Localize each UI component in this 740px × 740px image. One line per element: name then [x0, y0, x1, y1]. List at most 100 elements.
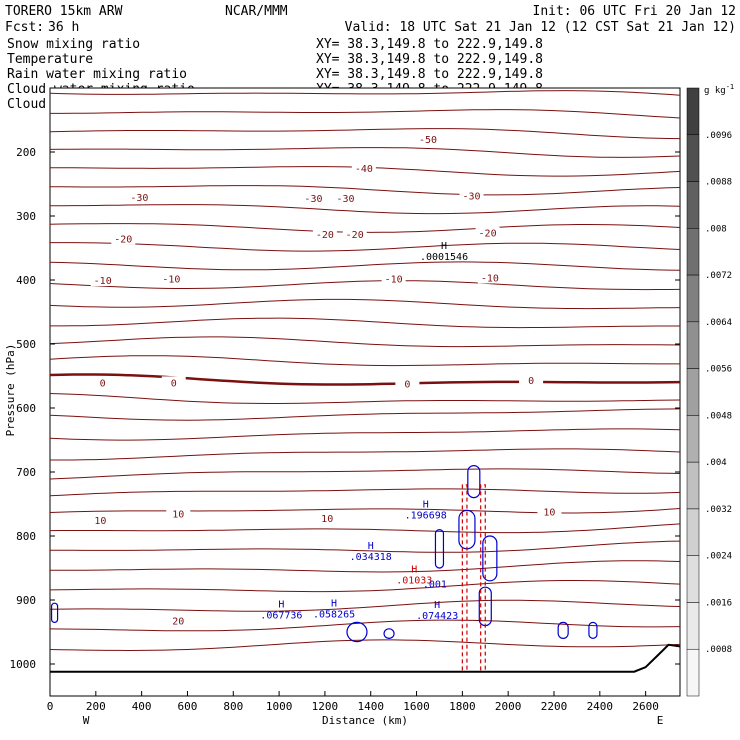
contour-labels: -50 -40 -30 -30 -30 -30 -20 -20 -20 -20 -10 -10 -10 -…	[88, 133, 562, 627]
max-value: .01033	[396, 576, 432, 587]
contour-label-bg	[416, 133, 440, 146]
max-marker: H	[278, 599, 284, 610]
temperature-contours	[49, 90, 681, 652]
contour-label-bg	[315, 512, 340, 525]
colorbar-label: .0008	[705, 645, 732, 655]
contour-label-bg	[395, 377, 420, 390]
colorbar-label: .004	[705, 458, 727, 468]
contour-label-bg	[351, 162, 376, 174]
y-tick-label: 600	[16, 402, 36, 415]
x-tick-label: 2200	[541, 700, 568, 713]
contour-label: -10	[481, 273, 499, 284]
colorbar-cell	[686, 461, 700, 510]
contour-label: -40	[355, 164, 373, 175]
x-tick-label: 1800	[449, 700, 476, 713]
colorbar-cell	[686, 602, 700, 650]
colorbar: .0096 .0088 .008 .0072 .0064 .0056 .0048 .004 .0…	[686, 87, 732, 697]
isotherm	[49, 599, 681, 612]
x-tick-label: 1600	[403, 700, 430, 713]
y-tick-label: 200	[16, 146, 36, 159]
contour-label: -10	[94, 276, 112, 287]
colorbar-cell	[686, 555, 700, 603]
cloud-water-contours	[50, 465, 598, 643]
field-name: Rain water mixing ratio	[7, 67, 187, 82]
contour-label: -10	[385, 275, 403, 286]
isotherm	[50, 109, 681, 119]
fcst-label: Fcst:	[5, 20, 44, 35]
colorbar-label: .0032	[705, 505, 732, 515]
max-marker: H	[411, 565, 417, 576]
contour-label: -30	[304, 194, 322, 205]
colorbar-label: .0072	[705, 271, 732, 281]
max-value: .067736	[260, 610, 302, 621]
cloud-water-contour	[434, 528, 445, 569]
y-tick-label: 500	[16, 338, 36, 351]
x-axis-label: Distance (km)	[322, 714, 408, 727]
contour-label-bg	[166, 507, 191, 520]
contour-label: 0	[404, 380, 410, 391]
east-label: E	[657, 714, 664, 727]
contour-label-bg	[301, 192, 326, 205]
colorbar-cell	[686, 368, 700, 416]
cloud-water-contour	[50, 602, 59, 624]
isotherm	[49, 298, 681, 310]
contour-label-bg	[127, 190, 152, 203]
isotherm	[49, 393, 681, 404]
contour-label-bg	[161, 376, 186, 389]
colorbar-cell	[686, 321, 700, 369]
contour-label-bg	[159, 272, 184, 285]
colorbar-label: .0064	[705, 318, 732, 328]
max-value: .058265	[313, 610, 355, 621]
isotherm	[49, 488, 681, 497]
terrain-line	[50, 643, 681, 673]
x-tick-label: 800	[223, 700, 243, 713]
x-tick-label: 2400	[587, 700, 614, 713]
plot-frame	[49, 87, 681, 697]
model-label: TORERO 15km ARW	[5, 4, 123, 19]
contour-label-bg	[88, 514, 113, 526]
colorbar-label: .0048	[705, 411, 732, 421]
y-tick-label: 900	[16, 594, 36, 607]
contour-label-bg	[90, 274, 115, 286]
x-tick-label: 600	[178, 700, 198, 713]
rain-water-contour	[480, 484, 486, 671]
max-value: .001	[423, 580, 447, 591]
colorbar-cell	[686, 228, 700, 276]
max-marker: H	[331, 599, 337, 610]
cloud-water-contour	[346, 621, 368, 643]
colorbar-label: .0056	[705, 365, 732, 375]
contour-label: 10	[172, 510, 184, 521]
field-name: Snow mixing ratio	[7, 37, 140, 52]
contour-label: -20	[316, 230, 334, 241]
contour-label: -30	[130, 193, 148, 204]
maxima-labels: H.0001546H.196698H.034318H.01033.001H.06…	[260, 241, 468, 622]
field-xy: XY= 38.3,149.8 to 222.9,149.8	[316, 52, 543, 67]
contour-label-bg	[381, 272, 406, 285]
isotherm	[49, 147, 681, 158]
field-name: Temperature	[7, 52, 93, 67]
x-tick-label: 2600	[632, 700, 659, 713]
contour-label: 20	[172, 616, 184, 627]
fcst-value: 36 h	[48, 20, 79, 35]
max-value: .034318	[350, 552, 392, 563]
x-tick-label: 2000	[495, 700, 522, 713]
cloud-water-contour	[482, 535, 498, 582]
y-tick-label: 400	[16, 274, 36, 287]
isotherm	[49, 90, 681, 96]
isotherm	[50, 560, 681, 573]
x-tick-label: 1400	[357, 700, 384, 713]
isotherm	[49, 580, 681, 593]
colorbar-label: .0016	[705, 598, 732, 608]
x-tick-label: 1200	[312, 700, 339, 713]
field-xy: XY= 38.3,149.8 to 222.9,149.8	[316, 67, 543, 82]
colorbar-label: .0024	[705, 552, 732, 562]
colorbar-cell	[686, 274, 700, 323]
isotherm	[49, 128, 681, 140]
isotherm	[49, 336, 681, 348]
isotherm	[49, 185, 681, 196]
contour-label: 0	[528, 376, 534, 387]
contour-label: 10	[321, 514, 333, 525]
contour-label: -30	[336, 194, 354, 205]
